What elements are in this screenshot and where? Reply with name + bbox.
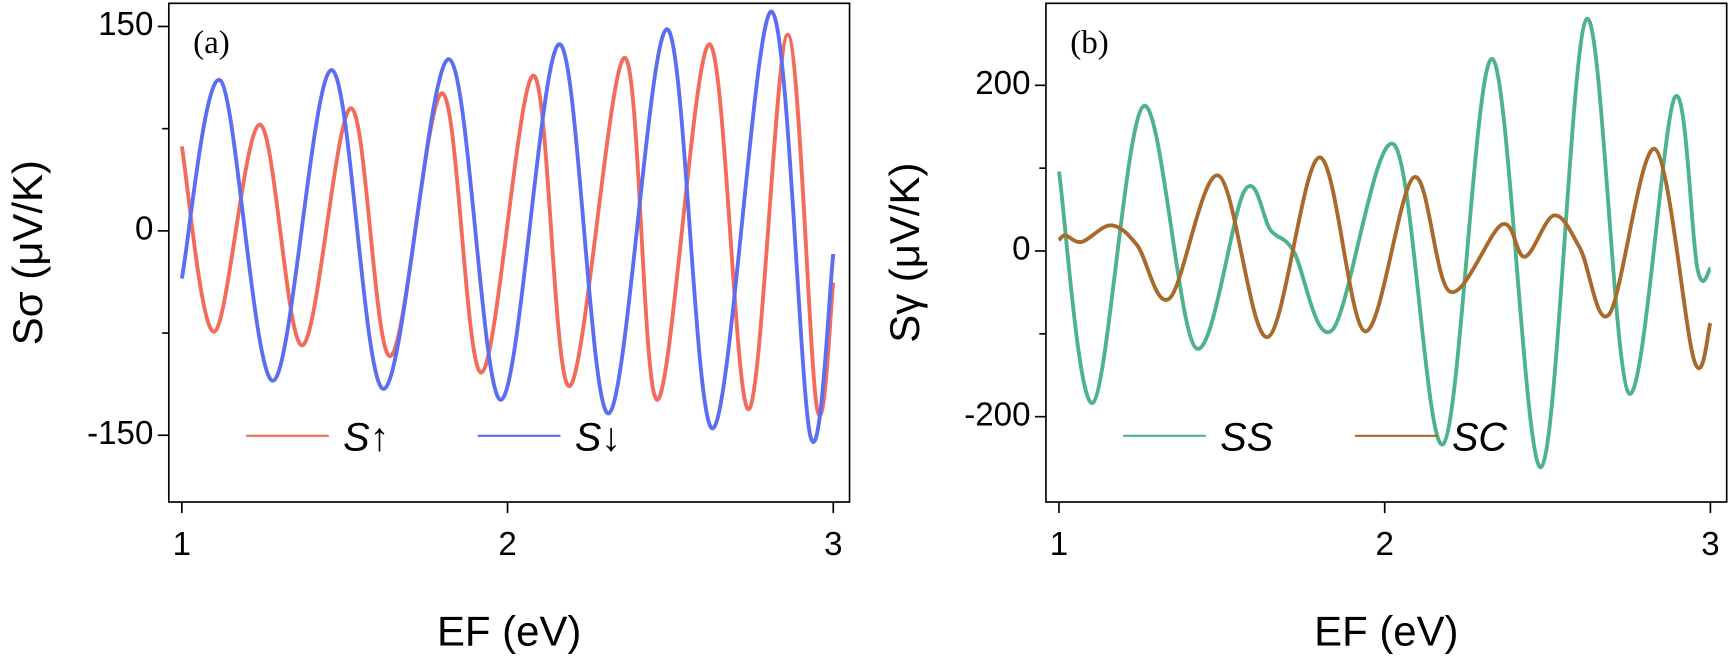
legend-label: SS <box>1220 416 1273 460</box>
x-tick-label: 3 <box>1701 526 1719 563</box>
y-axis-label: Sγ (μV/K) <box>881 163 928 343</box>
series-line <box>1057 147 1713 371</box>
y-tick-label: 150 <box>98 6 153 43</box>
x-axis-label: EF (eV) <box>1314 607 1458 654</box>
legend-label: S↓ <box>575 416 621 460</box>
x-tick-label: 3 <box>824 526 842 563</box>
y-tick-label: 200 <box>975 65 1030 102</box>
legend-label: S↑ <box>343 416 389 460</box>
series-line <box>179 32 836 418</box>
x-axis-label: EF (eV) <box>437 607 581 654</box>
series-line <box>179 9 836 444</box>
series-line <box>1057 17 1713 470</box>
x-tick-label: 2 <box>1375 526 1393 563</box>
legend-label: SC <box>1452 416 1507 460</box>
panel-label: (b) <box>1070 25 1109 61</box>
x-tick-label: 2 <box>498 526 516 563</box>
y-axis-label: Sσ (μV/K) <box>4 160 51 345</box>
y-tick-label: 0 <box>1012 231 1030 268</box>
plot-frame <box>167 2 851 503</box>
plot-frame <box>1045 2 1728 503</box>
y-tick-label: -200 <box>964 396 1030 433</box>
y-tick-label: 0 <box>135 211 153 248</box>
panel-label: (a) <box>193 25 230 61</box>
x-tick-label: 1 <box>1050 526 1068 563</box>
y-tick-label: -150 <box>87 415 153 452</box>
x-tick-label: 1 <box>173 526 191 563</box>
